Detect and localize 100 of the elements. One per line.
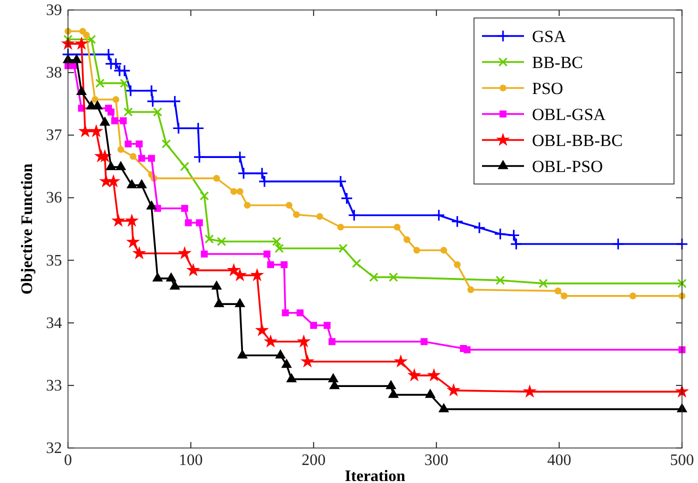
point [328,338,336,346]
x-axis-title: Iteration [344,468,406,483]
point [76,86,87,96]
point [200,191,209,200]
point [467,286,474,294]
point [538,278,548,288]
point [394,355,408,368]
point [388,272,398,282]
point [352,258,362,268]
point [293,211,300,218]
point [264,335,277,348]
point [146,200,157,210]
point [296,309,304,316]
point [256,167,268,180]
point [494,228,506,240]
point [404,236,410,244]
point [170,280,180,290]
point [454,261,461,268]
point [420,338,428,346]
point [132,246,146,259]
point [124,140,132,148]
point [286,202,292,209]
point [440,246,448,254]
point [244,202,251,209]
point [428,368,440,381]
point [112,214,125,226]
point [112,96,120,103]
y-tick-label: 38 [46,64,62,82]
point [71,54,82,64]
point [126,236,140,248]
point [258,175,271,188]
point [234,298,246,308]
point [168,95,182,108]
point [413,246,420,254]
point [281,358,292,368]
point [92,96,98,103]
point [272,236,282,246]
point [496,276,505,285]
point [369,272,378,282]
point [86,34,96,44]
point [75,37,88,50]
point [234,268,246,281]
point [200,250,208,258]
point [438,403,449,412]
point [83,32,90,38]
point [451,215,464,228]
point [130,153,136,160]
point [337,224,344,231]
point [340,192,353,205]
x-tick-label: 400 [547,452,572,469]
point [386,380,396,390]
point [178,246,191,259]
x-tick-label: 300 [424,452,448,469]
point [162,139,171,149]
point [560,292,568,300]
y-tick-label: 34 [46,314,62,332]
y-tick-label: 35 [46,252,62,270]
point [193,150,206,164]
point [286,373,297,382]
point [184,219,192,226]
point [214,298,224,308]
point [234,150,246,164]
point [334,175,347,188]
point [204,234,214,244]
point [145,84,158,97]
point [107,174,120,187]
point [78,124,92,137]
point [523,385,536,398]
point [324,322,331,329]
point [95,78,105,88]
point [677,278,687,288]
point [196,219,203,226]
point [180,162,190,172]
point [676,238,688,250]
point [211,280,222,290]
point [280,261,288,268]
point [554,288,562,294]
point [166,272,176,282]
point [473,222,486,234]
point [126,214,138,226]
point [117,146,124,153]
point [106,161,116,170]
point [348,209,360,222]
point [508,229,520,242]
point [256,324,268,336]
point [136,140,143,148]
point [432,209,446,222]
y-tick-label: 39 [46,2,62,19]
legend-label: GSA [532,27,567,46]
point [612,238,624,250]
point [394,224,400,231]
point [92,100,103,110]
y-tick-label: 32 [46,440,62,457]
point [148,154,155,162]
x-tick-label: 100 [178,452,203,469]
point [116,161,126,170]
point [447,384,460,396]
point [186,264,200,276]
x-tick-label: 200 [302,452,326,469]
point [136,179,147,188]
